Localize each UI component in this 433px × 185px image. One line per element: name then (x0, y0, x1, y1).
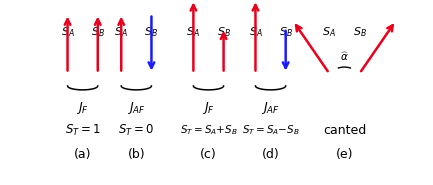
Text: (b): (b) (128, 148, 145, 161)
Text: $S_A$: $S_A$ (61, 25, 74, 39)
Text: $S_B$: $S_B$ (91, 25, 105, 39)
Text: $J_{AF}$: $J_{AF}$ (127, 100, 146, 116)
Text: $S_A$: $S_A$ (323, 25, 336, 39)
Text: $S_A$: $S_A$ (249, 25, 262, 39)
Text: $S_A$: $S_A$ (114, 25, 128, 39)
Text: canted: canted (323, 124, 366, 137)
Text: $S_T{=}0$: $S_T{=}0$ (118, 123, 154, 138)
Text: $S_B$: $S_B$ (279, 25, 293, 39)
Text: (d): (d) (262, 148, 279, 161)
Text: (c): (c) (200, 148, 217, 161)
Text: (e): (e) (336, 148, 353, 161)
Text: $S_T{=}S_A{-}S_B$: $S_T{=}S_A{-}S_B$ (242, 124, 300, 137)
Text: $J_F$: $J_F$ (202, 100, 215, 116)
Text: $\widehat{\alpha}$: $\widehat{\alpha}$ (339, 50, 349, 63)
Text: $J_{AF}$: $J_{AF}$ (261, 100, 280, 116)
Text: $J_F$: $J_F$ (76, 100, 89, 116)
Text: $S_B$: $S_B$ (145, 25, 158, 39)
Text: $S_B$: $S_B$ (352, 25, 366, 39)
Text: $S_A$: $S_A$ (187, 25, 200, 39)
Text: $S_T{=}S_A{+}S_B$: $S_T{=}S_A{+}S_B$ (180, 124, 237, 137)
Text: (a): (a) (74, 148, 91, 161)
Text: $S_B$: $S_B$ (216, 25, 230, 39)
Text: $S_T{=}1$: $S_T{=}1$ (65, 123, 100, 138)
